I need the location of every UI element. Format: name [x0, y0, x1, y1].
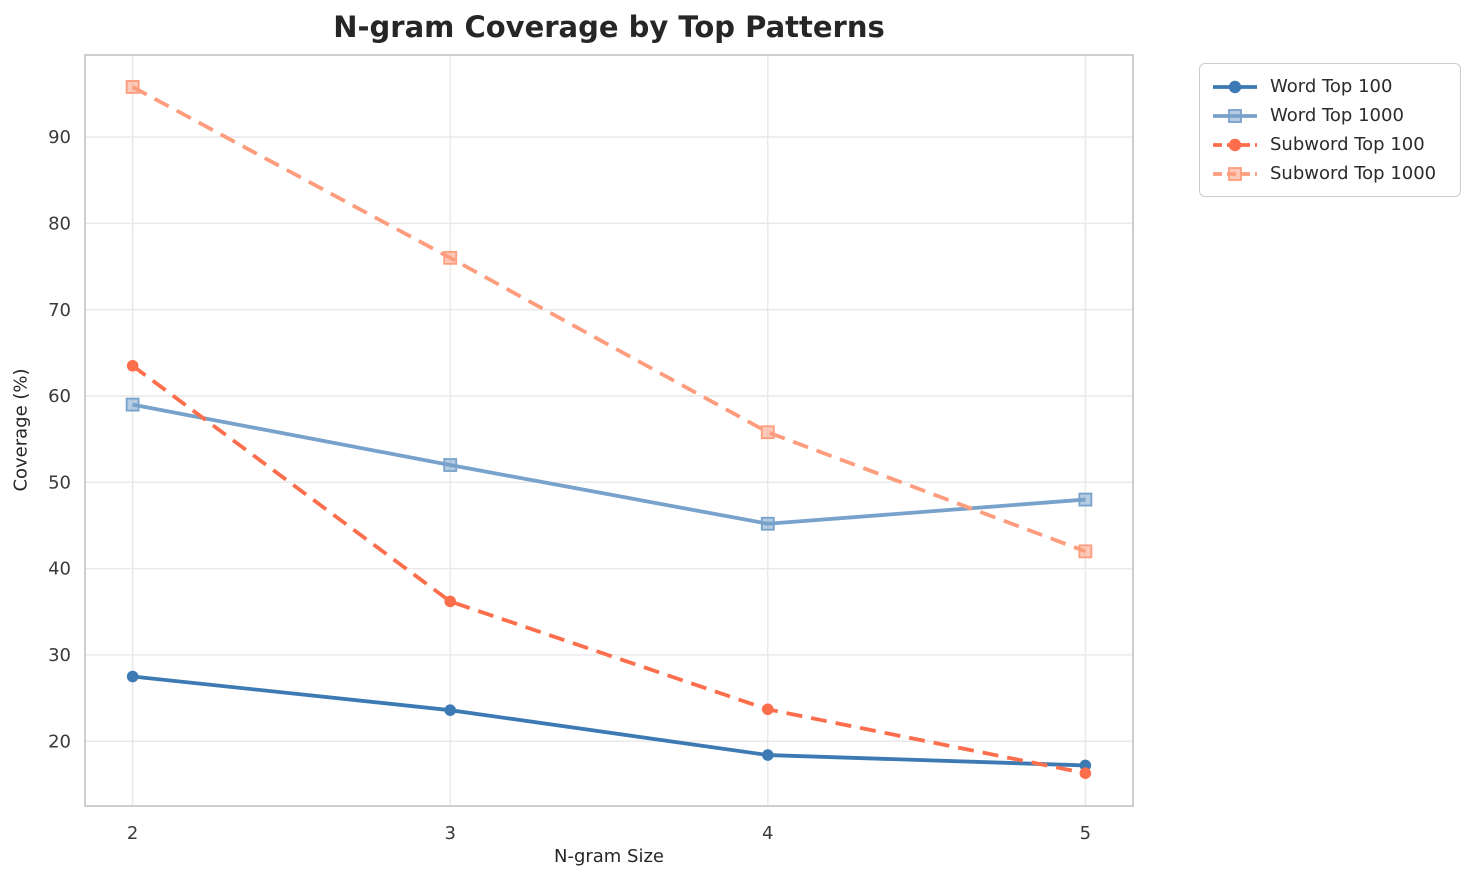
legend-swatch-word-top-100: [1213, 80, 1257, 93]
marker-word-top-100: [126, 670, 139, 683]
marker-subword-top-1000: [1078, 544, 1093, 559]
marker-subword-top-1000: [760, 425, 775, 440]
y-tick-label: 80: [48, 213, 71, 234]
marker-subword-top-100: [444, 595, 457, 608]
legend-swatch-subword-top-1000: [1213, 166, 1257, 181]
legend-item-subword-top-1000: Subword Top 1000: [1212, 159, 1446, 188]
legend-item-word-top-1000: Word Top 1000: [1212, 101, 1446, 130]
legend-swatch-subword-top-100: [1213, 138, 1257, 151]
x-tick-label: 3: [444, 823, 455, 844]
legend-label-word-top-100: Word Top 100: [1270, 76, 1393, 97]
legend-swatch-word-top-1000: [1213, 108, 1257, 123]
marker-word-top-100: [761, 749, 774, 761]
x-tick-label: 4: [762, 823, 773, 844]
legend-item-word-top-100: Word Top 100: [1212, 72, 1446, 101]
y-tick-label: 40: [48, 559, 71, 580]
y-tick-label: 70: [48, 300, 71, 321]
series-line-word-top-100: [132, 674, 1086, 768]
y-tick-label: 50: [48, 472, 71, 493]
marker-word-top-1000: [125, 397, 140, 412]
legend-item-subword-top-100: Subword Top 100: [1212, 130, 1446, 159]
y-axis-label: Coverage (%): [10, 368, 32, 492]
y-tick-label: 60: [48, 386, 71, 407]
x-tick-label: 2: [127, 823, 138, 844]
marker-word-top-1000: [1078, 492, 1093, 507]
legend-label-word-top-1000: Word Top 1000: [1270, 105, 1404, 126]
marker-subword-top-100: [1079, 767, 1092, 779]
legend-label-subword-top-100: Subword Top 100: [1270, 134, 1425, 155]
plot-border: [84, 54, 1134, 807]
marker-subword-top-100: [126, 359, 139, 372]
marker-subword-top-100: [761, 703, 774, 716]
marker-subword-top-1000: [443, 250, 458, 265]
series-line-subword-top-100: [131, 364, 1086, 776]
x-axis-label: N-gram Size: [553, 846, 665, 867]
legend-marker-sample: [1228, 138, 1242, 151]
marker-word-top-1000: [443, 458, 458, 472]
marker-word-top-100: [444, 704, 457, 716]
legend-marker-sample: [1228, 166, 1242, 181]
x-tick-label: 5: [1080, 823, 1091, 844]
marker-word-top-1000: [760, 516, 775, 531]
legend: Word Top 100 Word Top 1000 Subword Top 100…: [1199, 63, 1461, 197]
y-tick-label: 90: [48, 127, 71, 148]
y-tick-label: 30: [48, 645, 71, 666]
series-line-word-top-1000: [132, 402, 1086, 526]
series-line-subword-top-1000: [131, 85, 1087, 554]
marker-subword-top-1000: [125, 80, 140, 94]
legend-label-subword-top-1000: Subword Top 1000: [1270, 163, 1437, 184]
chart-title: N-gram Coverage by Top Patterns: [333, 10, 885, 44]
y-tick-label: 20: [48, 731, 71, 752]
legend-marker-sample: [1228, 108, 1242, 123]
legend-marker-sample: [1228, 80, 1242, 93]
